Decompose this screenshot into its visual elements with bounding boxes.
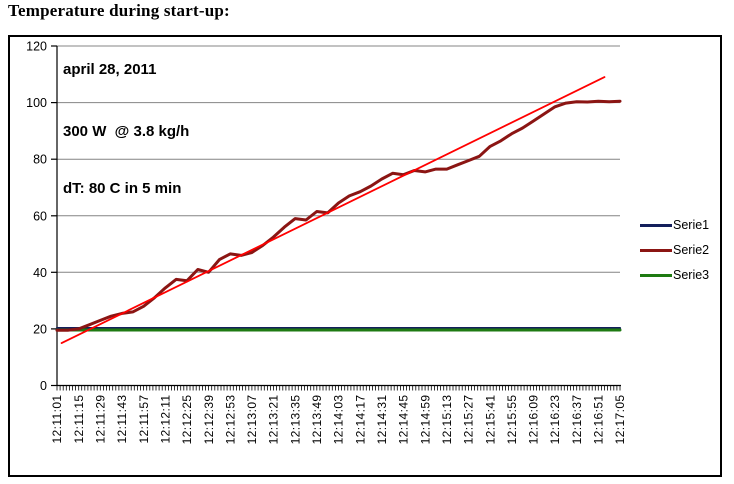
- svg-text:0: 0: [40, 379, 47, 393]
- legend-label: Serie1: [673, 218, 710, 232]
- svg-text:12:12:25: 12:12:25: [180, 395, 194, 445]
- y-tick-labels: 0 20 40 60 80 100 120: [26, 40, 47, 394]
- annotation-power: 300 W @ 3.8 kg/h: [63, 123, 190, 140]
- svg-text:40: 40: [33, 266, 47, 280]
- annotation-dt: dT: 80 C in 5 min: [63, 180, 182, 197]
- svg-text:12:13:07: 12:13:07: [245, 395, 259, 445]
- svg-text:12:16:37: 12:16:37: [570, 395, 584, 445]
- svg-text:12:14:03: 12:14:03: [332, 395, 346, 445]
- legend-label: Serie2: [673, 243, 710, 257]
- y-axis: [51, 45, 58, 387]
- svg-text:12:15:55: 12:15:55: [505, 395, 519, 445]
- legend-item-serie1[interactable]: Serie1: [640, 218, 709, 232]
- series-serie2: [55, 99, 622, 332]
- legend-line-sample: [640, 223, 672, 227]
- svg-text:12:12:53: 12:12:53: [223, 395, 237, 445]
- legend-item-serie2[interactable]: Serie2: [640, 243, 709, 257]
- svg-text:12:14:45: 12:14:45: [397, 395, 411, 445]
- chart-frame: [8, 35, 722, 477]
- svg-text:12:11:43: 12:11:43: [115, 395, 129, 444]
- legend-item-serie3[interactable]: Serie3: [640, 268, 709, 282]
- svg-text:12:12:11: 12:12:11: [159, 395, 173, 444]
- svg-text:12:16:09: 12:16:09: [527, 395, 541, 445]
- svg-text:12:14:17: 12:14:17: [353, 395, 367, 445]
- svg-text:80: 80: [33, 153, 47, 167]
- svg-text:12:17:05: 12:17:05: [613, 395, 627, 445]
- legend-line-sample: [640, 273, 672, 277]
- annotation-date: april 28, 2011: [63, 61, 157, 78]
- x-axis: [56, 384, 621, 391]
- svg-text:20: 20: [33, 322, 47, 336]
- page-title: Temperature during start-up:: [8, 1, 230, 20]
- svg-text:12:15:13: 12:15:13: [440, 395, 454, 445]
- svg-text:12:16:51: 12:16:51: [592, 395, 606, 445]
- svg-text:120: 120: [26, 40, 47, 54]
- svg-text:12:13:35: 12:13:35: [288, 395, 302, 445]
- svg-text:12:11:15: 12:11:15: [72, 395, 86, 444]
- svg-text:60: 60: [33, 209, 47, 223]
- svg-text:12:15:41: 12:15:41: [483, 395, 497, 445]
- legend-label: Serie3: [673, 268, 710, 282]
- svg-text:12:15:27: 12:15:27: [462, 395, 476, 445]
- svg-text:100: 100: [26, 96, 47, 110]
- svg-text:12:11:01: 12:11:01: [50, 395, 64, 444]
- x-tick-labels: 12:11:01 12:11:15 12:11:29 12:11:43 12:11:57…: [50, 395, 627, 445]
- series-linear-trend: [60, 76, 606, 345]
- svg-text:12:14:59: 12:14:59: [418, 395, 432, 445]
- legend-line-sample: [640, 248, 672, 252]
- chart-legend: Serie1 Serie2 Serie3: [640, 218, 709, 282]
- svg-text:12:11:57: 12:11:57: [137, 395, 151, 444]
- svg-text:12:14:31: 12:14:31: [375, 395, 389, 445]
- svg-text:12:12:39: 12:12:39: [202, 395, 216, 445]
- svg-text:12:11:29: 12:11:29: [94, 395, 108, 444]
- svg-text:12:13:49: 12:13:49: [310, 395, 324, 445]
- svg-text:12:13:21: 12:13:21: [267, 395, 281, 445]
- svg-text:12:16:23: 12:16:23: [548, 395, 562, 445]
